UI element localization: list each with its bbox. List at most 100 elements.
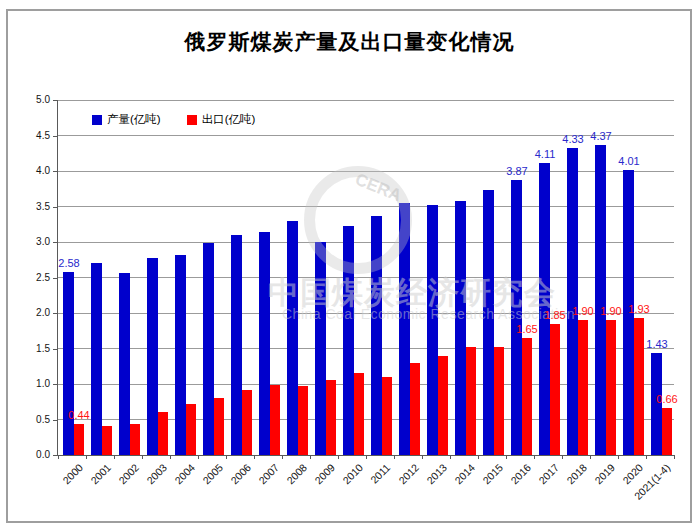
x-axis-tick	[142, 455, 143, 459]
production-bar	[315, 242, 326, 455]
x-axis-label: 2017	[536, 462, 560, 486]
production-data-label: 4.37	[590, 131, 611, 142]
x-axis-label: 2016	[508, 462, 532, 486]
legend: 产量(亿吨) 出口(亿吨)	[92, 112, 255, 127]
x-axis-label: 2009	[312, 462, 336, 486]
y-axis-label: 0.5	[18, 415, 50, 425]
x-axis-tick	[282, 455, 283, 459]
x-axis-tick	[674, 455, 675, 459]
export-bar	[214, 398, 224, 455]
production-bar	[567, 148, 578, 455]
production-data-label: 4.11	[535, 149, 556, 160]
export-swatch-icon	[187, 115, 197, 125]
export-bar	[494, 347, 504, 455]
legend-item-production: 产量(亿吨)	[92, 112, 161, 127]
legend-label-export: 出口(亿吨)	[202, 112, 256, 127]
x-axis-tick	[114, 455, 115, 459]
gridline	[58, 171, 674, 172]
export-bar	[186, 404, 196, 455]
export-data-label: 1.93	[628, 304, 649, 315]
x-axis-tick	[478, 455, 479, 459]
export-data-label: 0.44	[68, 410, 89, 421]
production-data-label: 4.01	[618, 156, 639, 167]
export-bar	[130, 424, 140, 455]
production-data-label: 3.87	[506, 166, 527, 177]
x-axis-label: 2013	[424, 462, 448, 486]
x-axis-tick	[338, 455, 339, 459]
x-axis-tick	[226, 455, 227, 459]
gridline	[58, 242, 674, 243]
export-bar	[522, 338, 532, 455]
x-axis-label: 2012	[396, 462, 420, 486]
y-axis-label: 1.0	[18, 379, 50, 389]
chart-title: 俄罗斯煤炭产量及出口量变化情况	[0, 28, 699, 56]
x-axis-label: 2007	[256, 462, 280, 486]
y-axis-label: 5.0	[18, 95, 50, 105]
x-axis-tick	[562, 455, 563, 459]
x-axis-label: 2014	[452, 462, 476, 486]
production-bar	[147, 258, 158, 455]
y-axis-label: 0.0	[18, 450, 50, 460]
x-axis-tick	[590, 455, 591, 459]
x-axis-tick	[422, 455, 423, 459]
production-bar	[399, 203, 410, 455]
export-bar	[298, 386, 308, 455]
legend-label-production: 产量(亿吨)	[107, 112, 161, 127]
production-bar	[119, 273, 130, 455]
x-axis-tick	[366, 455, 367, 459]
x-axis-label: 2010	[340, 462, 364, 486]
production-bar	[483, 190, 494, 455]
x-axis-label: 2019	[592, 462, 616, 486]
production-bar	[371, 216, 382, 455]
production-data-label: 4.33	[562, 134, 583, 145]
x-axis-tick	[534, 455, 535, 459]
x-axis-label: 2001	[88, 462, 112, 486]
production-bar	[343, 226, 354, 455]
x-axis-tick	[86, 455, 87, 459]
export-bar	[466, 347, 476, 455]
production-bar	[287, 221, 298, 455]
x-axis-tick	[646, 455, 647, 459]
x-axis-label: 2011	[369, 462, 392, 485]
export-bar	[438, 356, 448, 455]
export-data-label: 1.65	[516, 324, 537, 335]
x-axis-label: 2000	[60, 462, 84, 486]
x-axis-tick	[394, 455, 395, 459]
export-data-label: 1.85	[544, 310, 565, 321]
x-axis-tick	[198, 455, 199, 459]
y-axis-label: 4.5	[18, 131, 50, 141]
x-axis-label: 2006	[228, 462, 252, 486]
export-bar	[606, 320, 616, 455]
export-bar	[102, 426, 112, 455]
y-axis-label: 3.0	[18, 237, 50, 247]
export-bar	[550, 324, 560, 455]
x-axis-tick	[58, 455, 59, 459]
chart-page: 俄罗斯煤炭产量及出口量变化情况 产量(亿吨)出口(亿吨) CERA 中国煤炭经济…	[0, 0, 699, 530]
x-axis-tick	[310, 455, 311, 459]
export-bar	[634, 318, 644, 455]
y-axis-label: 1.5	[18, 344, 50, 354]
gridline	[58, 206, 674, 207]
x-axis-tick	[618, 455, 619, 459]
export-data-label: 0.66	[656, 394, 677, 405]
export-bar	[662, 408, 672, 455]
production-bar	[63, 272, 74, 455]
y-axis-label: 4.0	[18, 166, 50, 176]
export-bar	[578, 320, 588, 455]
x-axis-label: 2015	[480, 462, 504, 486]
production-bar	[203, 243, 214, 455]
export-bar	[326, 380, 336, 455]
x-axis-label: 2004	[172, 462, 196, 486]
x-axis-tick	[506, 455, 507, 459]
y-axis-label: 3.5	[18, 202, 50, 212]
x-axis-tick	[254, 455, 255, 459]
production-data-label: 1.43	[646, 339, 667, 350]
gridline	[58, 100, 674, 101]
export-bar	[354, 373, 364, 455]
production-data-label: 2.58	[58, 258, 79, 269]
production-bar	[231, 235, 242, 455]
x-axis-label: 2018	[564, 462, 588, 486]
export-bar	[74, 424, 84, 455]
production-bar	[511, 180, 522, 455]
export-bar	[270, 385, 280, 455]
